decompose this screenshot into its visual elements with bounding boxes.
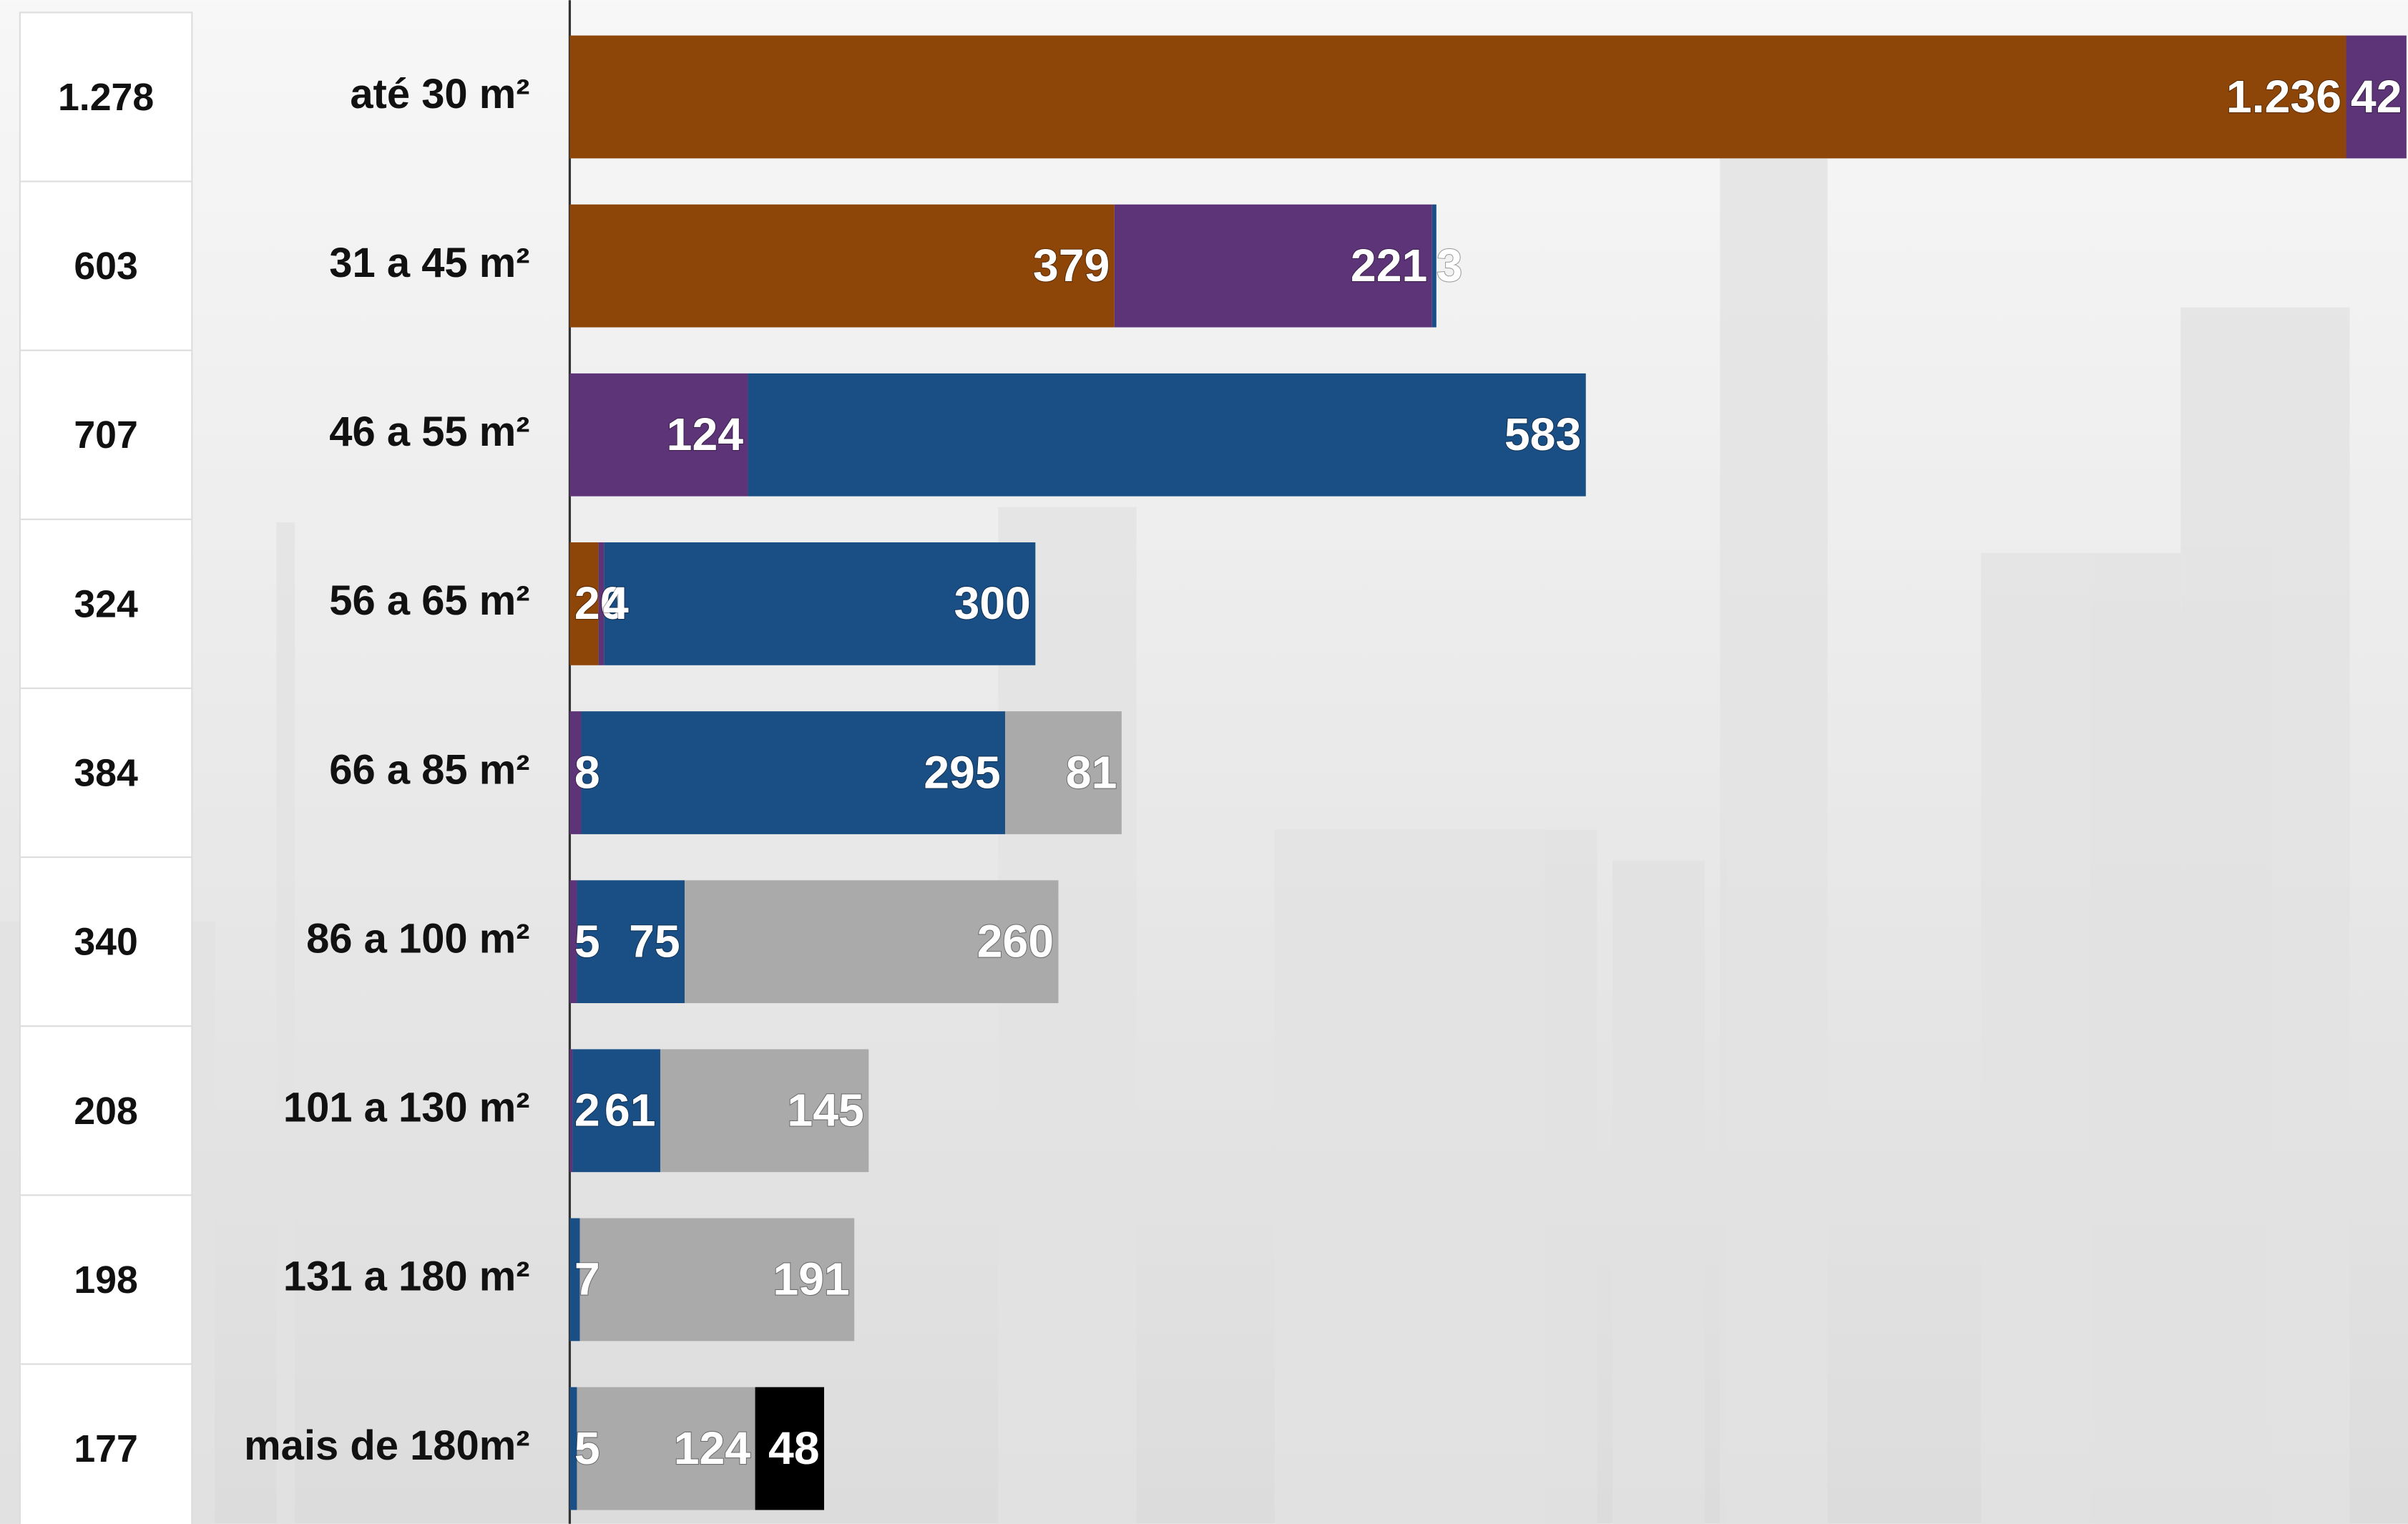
value-label: 295 [924, 746, 1000, 798]
value-label: 48 [768, 1422, 820, 1474]
bar-segment [569, 36, 2346, 159]
total-label: 1.278 [58, 76, 154, 119]
value-label: 124 [667, 409, 744, 460]
value-label: 5 [574, 915, 600, 967]
total-label: 707 [74, 414, 138, 456]
value-label: 81 [1066, 746, 1117, 798]
category-label: 66 a 85 m² [329, 747, 529, 793]
total-label: 324 [74, 582, 138, 625]
total-label: 177 [74, 1427, 138, 1470]
value-label: 4 [603, 577, 629, 629]
value-label: 1.236 [2226, 71, 2341, 122]
value-label: 221 [1351, 240, 1427, 291]
category-label: 131 a 180 m² [283, 1254, 530, 1300]
value-label: 191 [773, 1254, 849, 1305]
value-label: 3 [1437, 240, 1462, 291]
value-label: 379 [1033, 240, 1110, 291]
value-label: 7 [574, 1254, 600, 1305]
bar-segment [569, 1049, 572, 1172]
category-label: 46 a 55 m² [329, 409, 529, 455]
value-label: 2 [574, 1085, 600, 1136]
value-label: 5 [574, 1422, 600, 1474]
value-label: 583 [1504, 409, 1581, 460]
bar-segment [1432, 205, 1437, 328]
category-label: 56 a 65 m² [329, 578, 529, 624]
category-label: até 30 m² [350, 72, 529, 117]
value-label: 61 [605, 1085, 656, 1136]
category-label: 86 a 100 m² [306, 916, 530, 962]
total-label: 198 [74, 1259, 138, 1301]
chart: 1.278até 30 m²1.2364260331 a 45 m²379221… [0, 0, 2408, 1524]
bar-segment [748, 373, 1586, 497]
category-label: 101 a 130 m² [283, 1085, 530, 1131]
total-label: 384 [74, 751, 138, 794]
total-label: 340 [74, 921, 138, 964]
category-label: 31 a 45 m² [329, 240, 529, 286]
category-label: mais de 180m² [244, 1423, 529, 1469]
value-label: 75 [629, 915, 680, 967]
value-label: 145 [787, 1085, 863, 1136]
value-label: 300 [954, 577, 1030, 629]
value-label: 260 [977, 915, 1054, 967]
total-label: 208 [74, 1090, 138, 1133]
total-label: 603 [74, 245, 138, 288]
value-label: 124 [674, 1422, 751, 1474]
value-label: 8 [574, 746, 600, 798]
value-label: 42 [2351, 71, 2402, 122]
